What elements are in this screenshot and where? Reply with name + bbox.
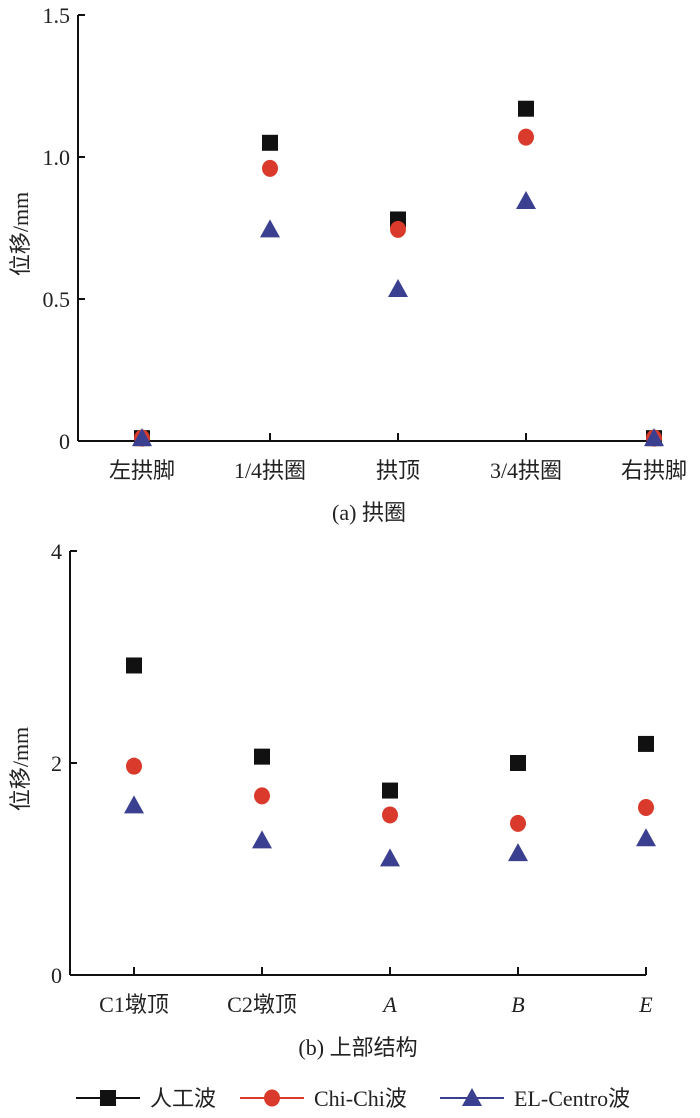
y-axis-label: 位移/mm: [8, 727, 33, 811]
data-point-triangle: [388, 279, 408, 298]
panel-b: 0 2 4 C1墩顶 C2墩顶 A B E 位移/mm (b) 上部结构: [8, 539, 656, 1060]
x-tick-label: 3/4拱圈: [490, 458, 562, 483]
data-point-triangle: [252, 830, 272, 849]
data-point-square: [510, 755, 526, 771]
legend: 人工波 Chi-Chi波 EL-Centro波: [76, 1086, 630, 1111]
data-point-square: [638, 735, 654, 752]
data-point-circle: [638, 799, 654, 817]
legend-marker-square: [100, 1090, 116, 1106]
legend-label: EL-Centro波: [514, 1086, 630, 1111]
y-tick-label: 0: [51, 963, 62, 988]
data-point-circle: [510, 814, 526, 832]
y-tick-label: 0: [59, 429, 70, 454]
y-tick-label: 1.0: [43, 145, 71, 170]
data-point-triangle: [132, 428, 152, 447]
data-point-circle: [518, 128, 534, 146]
data-point-square: [262, 134, 278, 151]
legend-marker-triangle: [462, 1088, 482, 1106]
data-point-circle: [254, 787, 270, 805]
x-tick-label: 左拱脚: [109, 458, 175, 483]
data-point-triangle: [260, 219, 280, 238]
y-tick-label: 4: [51, 539, 62, 564]
data-point-triangle: [380, 848, 400, 867]
legend-label: 人工波: [150, 1086, 216, 1111]
data-point-circle: [382, 806, 398, 824]
y-tick-label: 2: [51, 751, 62, 776]
x-tick-label: A: [381, 992, 397, 1017]
data-point-triangle: [636, 828, 656, 847]
data-point-triangle: [644, 428, 664, 447]
data-point-triangle: [508, 843, 528, 862]
y-tick-label: 1.5: [43, 3, 71, 28]
data-point-triangle: [124, 795, 144, 814]
data-point-square: [126, 657, 142, 674]
data-point-triangle: [516, 191, 536, 210]
legend-marker-circle: [264, 1089, 280, 1107]
panel-a: 0 0.5 1.0 1.5 左拱脚 1/4拱圈 拱顶 3/4拱圈 右拱脚 位移/mm (a) 拱圈: [8, 3, 687, 525]
panel-caption: (a) 拱圈: [332, 500, 406, 525]
x-tick-label: E: [638, 992, 653, 1017]
y-axis-label: 位移/mm: [8, 192, 33, 276]
x-tick-label: 拱顶: [376, 458, 420, 483]
x-tick-label: 右拱脚: [621, 458, 687, 483]
data-point-circle: [126, 757, 142, 775]
legend-label: Chi-Chi波: [314, 1086, 407, 1111]
data-point-circle: [262, 159, 278, 177]
data-point-square: [382, 782, 398, 799]
x-tick-label: 1/4拱圈: [234, 458, 306, 483]
x-tick-label: C1墩顶: [99, 992, 169, 1017]
data-point-square: [254, 748, 270, 765]
panel-caption: (b) 上部结构: [298, 1035, 417, 1060]
data-point-square: [518, 100, 534, 117]
data-point-circle: [390, 220, 406, 238]
x-tick-label: C2墩顶: [227, 992, 297, 1017]
y-tick-label: 0.5: [43, 287, 71, 312]
x-tick-label: B: [511, 992, 524, 1017]
